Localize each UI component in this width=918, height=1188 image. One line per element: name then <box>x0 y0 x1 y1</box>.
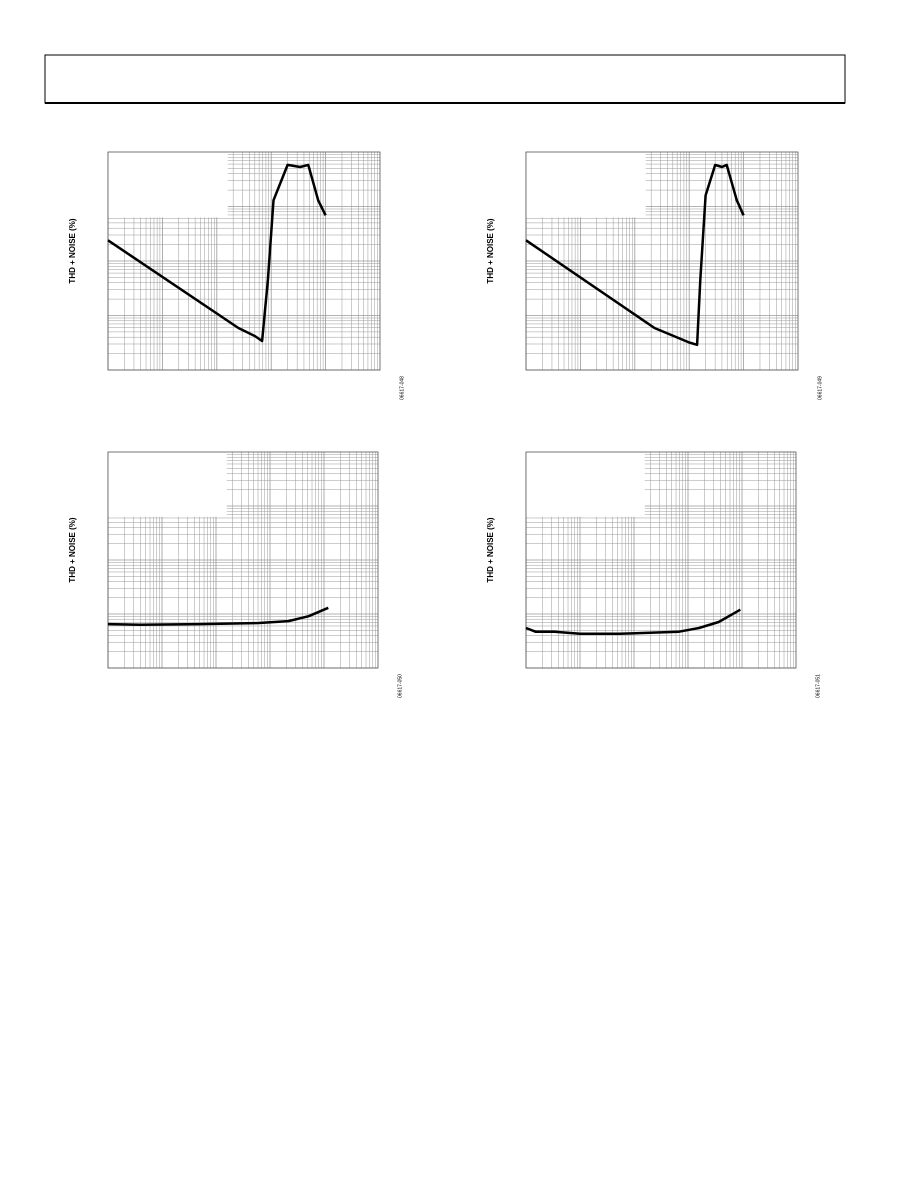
data-line <box>525 608 741 636</box>
data-line <box>107 163 327 343</box>
blank-region <box>108 452 227 517</box>
y-axis-label: THD + NOISE (%) <box>68 218 77 283</box>
blank-region <box>526 152 646 218</box>
figure-code: 06617-048 <box>399 376 405 400</box>
y-axis-label: THD + NOISE (%) <box>486 517 495 582</box>
data-line <box>525 163 745 347</box>
grid <box>525 152 798 371</box>
y-axis-label: THD + NOISE (%) <box>486 218 495 283</box>
y-axis-label: THD + NOISE (%) <box>68 517 77 582</box>
figure-code: 06617-049 <box>817 376 823 400</box>
plot-frame <box>107 151 381 371</box>
blank-region <box>526 452 645 517</box>
blank-region <box>108 152 228 218</box>
data-line <box>107 606 329 627</box>
figure-code: 06617-051 <box>815 674 821 698</box>
header-box <box>44 54 846 104</box>
figure-code: 06617-050 <box>397 674 403 698</box>
plot-frame <box>525 451 797 669</box>
plot-frame <box>107 451 379 669</box>
plot-frame <box>525 151 799 371</box>
